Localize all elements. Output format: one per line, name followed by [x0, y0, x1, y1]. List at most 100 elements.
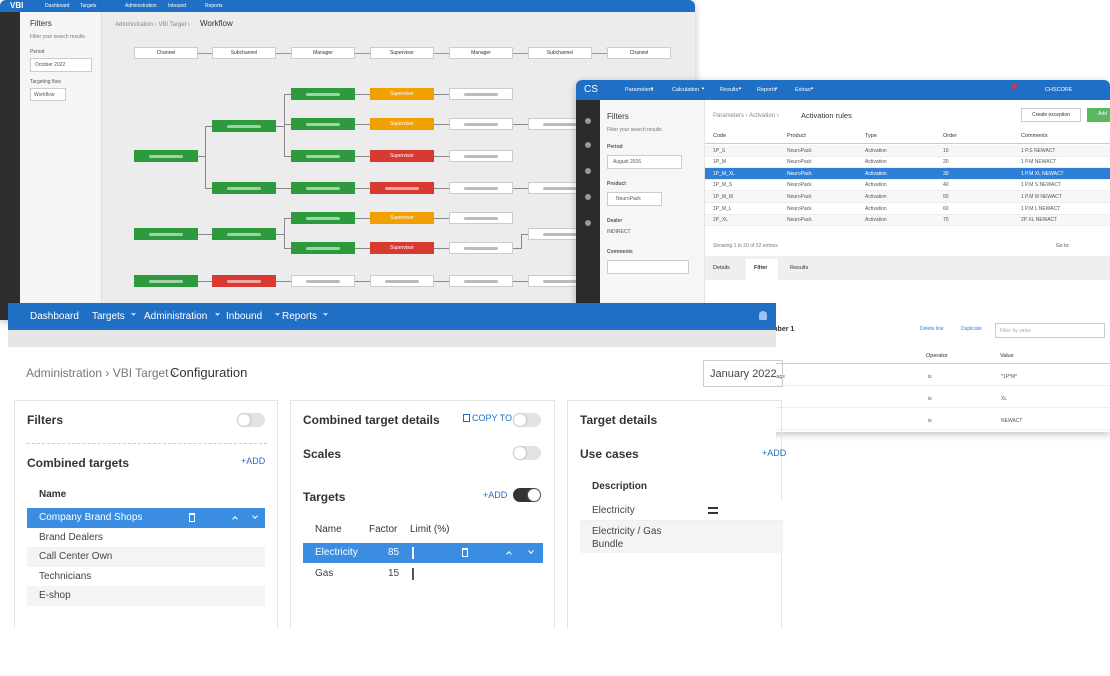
table-cell: 2P XL NEWACT: [1021, 217, 1058, 224]
table-row[interactable]: [705, 203, 1110, 215]
workflow-node[interactable]: [291, 212, 355, 224]
nav-item[interactable]: Targets: [92, 311, 125, 322]
nav-item[interactable]: Inbound: [168, 3, 187, 9]
node-label-blur: [227, 280, 261, 283]
target-row[interactable]: Gas 15: [303, 564, 543, 584]
connector: [283, 218, 285, 235]
table-row[interactable]: [705, 179, 1110, 192]
toggle-knob: [238, 414, 250, 426]
table-row[interactable]: [705, 145, 1110, 157]
tab[interactable]: Results: [790, 265, 809, 271]
period-input[interactable]: August 2016: [607, 155, 682, 169]
nav-item[interactable]: Parameters: [625, 87, 654, 93]
product-select[interactable]: NeuroPack: [607, 192, 662, 206]
table-row[interactable]: [705, 214, 1110, 227]
workflow-node[interactable]: [449, 275, 513, 287]
chevron-up: [232, 516, 238, 522]
list-row[interactable]: Brand Dealers: [27, 527, 265, 547]
nav-item[interactable]: Reports: [205, 3, 223, 9]
toggle[interactable]: [513, 413, 541, 427]
nav-item[interactable]: Administration: [144, 311, 208, 322]
duplicate-link[interactable]: Duplicate: [961, 326, 982, 332]
nav-item[interactable]: Inbound: [226, 311, 263, 322]
workflow-node[interactable]: [370, 182, 434, 194]
add-button[interactable]: Add: [1087, 108, 1110, 122]
table-row[interactable]: [705, 156, 1110, 169]
add-link[interactable]: +ADD: [762, 448, 787, 458]
workflow-node[interactable]: [291, 275, 355, 287]
bell-icon: [759, 311, 767, 320]
tab[interactable]: Filter: [754, 265, 768, 271]
workflow-node[interactable]: [134, 228, 198, 240]
table-row[interactable]: [705, 168, 1110, 180]
nav-item[interactable]: Dashboard: [45, 3, 70, 9]
user-name[interactable]: CHSCORE: [1045, 87, 1073, 93]
create-exception-button[interactable]: Create exception: [1021, 108, 1081, 122]
table-cell: 1P_M_S: [713, 182, 733, 189]
nav-item[interactable]: Extras: [795, 87, 811, 93]
workflow-node[interactable]: [449, 88, 513, 100]
use-case-row[interactable]: Electricity / Gas Bundle: [580, 521, 783, 553]
workflow-node[interactable]: [291, 118, 355, 130]
nav-item[interactable]: Results: [720, 87, 739, 93]
workflow-node[interactable]: [449, 182, 513, 194]
workflow-node[interactable]: Supervisor: [370, 212, 434, 224]
workflow-node[interactable]: [449, 118, 513, 130]
nav-item[interactable]: Calculation: [672, 87, 700, 93]
goto-label: Go to:: [1056, 243, 1070, 249]
section-title: Scales: [303, 447, 342, 461]
toggle[interactable]: [237, 413, 265, 427]
list-row[interactable]: Call Center Own: [27, 547, 265, 567]
workflow-node[interactable]: [449, 212, 513, 224]
copy-link[interactable]: COPY TO: [472, 413, 513, 423]
nav-item[interactable]: Reports: [757, 87, 777, 93]
add-link[interactable]: +ADD: [241, 456, 266, 466]
comments-input[interactable]: [607, 260, 689, 274]
flow-select[interactable]: Workflow: [30, 88, 66, 101]
period-input[interactable]: January 2022: [703, 360, 783, 387]
list-row[interactable]: Company Brand Shops: [27, 508, 265, 528]
workflow-node[interactable]: [212, 275, 276, 287]
filter-search[interactable]: Filter by value: [995, 323, 1105, 338]
workflow-node[interactable]: [449, 242, 513, 254]
period-input[interactable]: October 2022: [30, 58, 92, 72]
table-row[interactable]: [705, 191, 1110, 203]
workflow-node[interactable]: [212, 120, 276, 132]
workflow-node[interactable]: [370, 275, 434, 287]
node-label-blur: [464, 93, 498, 96]
nav-item[interactable]: Targets: [80, 3, 97, 9]
list-row[interactable]: Technicians: [27, 566, 265, 586]
target-row[interactable]: Electricity 85: [303, 543, 543, 563]
workflow-node[interactable]: Supervisor: [370, 150, 434, 162]
workflow-node[interactable]: [134, 150, 198, 162]
workflow-node[interactable]: Supervisor: [370, 118, 434, 130]
use-case-row[interactable]: Electricity: [580, 501, 783, 521]
workflow-node[interactable]: Supervisor: [370, 88, 434, 100]
workflow-node[interactable]: [449, 150, 513, 162]
connector: [283, 234, 285, 249]
workflow-node[interactable]: [134, 275, 198, 287]
toggle[interactable]: [513, 446, 541, 460]
nav-item[interactable]: Dashboard: [30, 311, 79, 322]
nav-item[interactable]: Reports: [282, 311, 318, 322]
connector: [434, 281, 442, 282]
toggle[interactable]: [513, 488, 541, 502]
workflow-node[interactable]: [291, 150, 355, 162]
node-label-blur: [306, 93, 340, 96]
tab[interactable]: Details: [713, 265, 730, 271]
workflow-node[interactable]: [291, 182, 355, 194]
table-cell: NeuroPack: [787, 147, 812, 154]
add-link[interactable]: +ADD: [483, 490, 508, 500]
nav-item[interactable]: Administration: [125, 3, 157, 9]
workflow-node[interactable]: [212, 182, 276, 194]
delete-line-link[interactable]: Delete line: [920, 326, 944, 332]
connector: [520, 234, 528, 235]
workflow-node[interactable]: [212, 228, 276, 240]
workflow-node[interactable]: [291, 242, 355, 254]
node-label: Supervisor: [390, 121, 414, 127]
workflow-node[interactable]: Supervisor: [370, 242, 434, 254]
product-label: Product: [607, 181, 626, 187]
workflow-node[interactable]: [291, 88, 355, 100]
list-row[interactable]: E-shop: [27, 586, 265, 606]
row-line: [766, 429, 1110, 430]
